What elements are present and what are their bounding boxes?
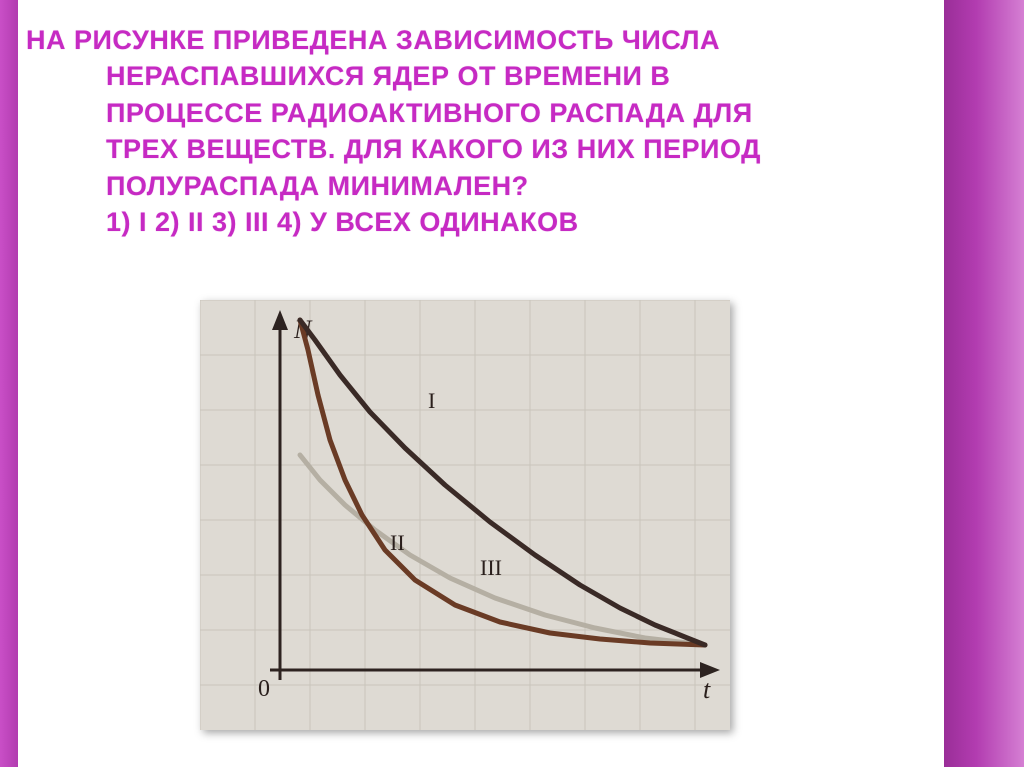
title-line-2: НЕРАСПАВШИХСЯ ЯДЕР ОТ ВРЕМЕНИ В xyxy=(26,58,926,94)
title-line-1: НА РИСУНКЕ ПРИВЕДЕНА ЗАВИСИМОСТЬ ЧИСЛА xyxy=(26,22,926,58)
title-line-3: ПРОЦЕССЕ РАДИОАКТИВНОГО РАСПАДА ДЛЯ xyxy=(26,95,926,131)
svg-text:I: I xyxy=(428,388,435,413)
title-text: НА РИСУНКЕ ПРИВЕДЕНА ЗАВИСИМОСТЬ ЧИСЛА Н… xyxy=(26,22,926,241)
right-accent-bar xyxy=(944,0,1024,767)
svg-text:0: 0 xyxy=(258,676,270,702)
decay-chart-svg: Nt0IIIIII xyxy=(200,300,730,730)
svg-text:t: t xyxy=(703,675,711,704)
title-line-4: ТРЕХ ВЕЩЕСТВ. ДЛЯ КАКОГО ИЗ НИХ ПЕРИОД xyxy=(26,131,926,167)
title-line-6: 1) I 2) II 3) III 4) У ВСЕХ ОДИНАКОВ xyxy=(26,204,926,240)
left-accent-bar xyxy=(0,0,18,767)
chart-figure: Nt0IIIIII xyxy=(200,300,730,730)
slide: НА РИСУНКЕ ПРИВЕДЕНА ЗАВИСИМОСТЬ ЧИСЛА Н… xyxy=(0,0,1024,767)
title-line-5: ПОЛУРАСПАДА МИНИМАЛЕН? xyxy=(26,168,926,204)
svg-text:II: II xyxy=(390,530,405,555)
title-block: НА РИСУНКЕ ПРИВЕДЕНА ЗАВИСИМОСТЬ ЧИСЛА Н… xyxy=(18,22,934,241)
svg-text:III: III xyxy=(480,555,502,580)
